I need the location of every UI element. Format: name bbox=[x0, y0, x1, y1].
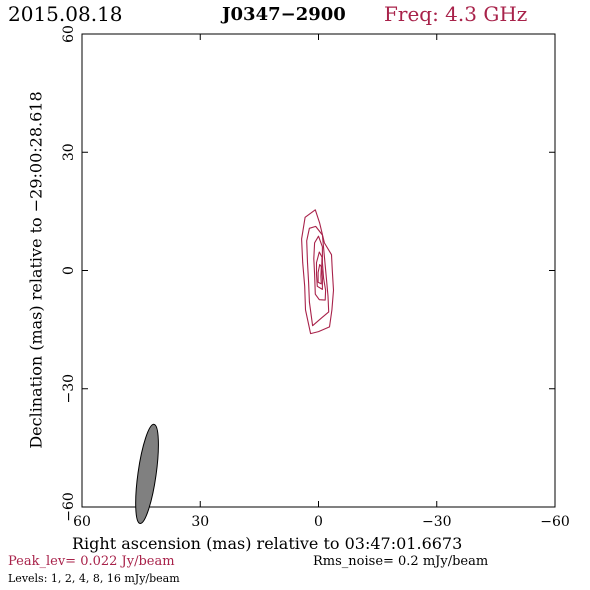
axis-tick-labels: 60 30 0 −30 −60 −60 −30 0 30 60 bbox=[61, 25, 570, 530]
contour-levels: Levels: 1, 2, 4, 8, 16 mJy/beam bbox=[8, 572, 180, 585]
y-tick-label: 30 bbox=[61, 143, 77, 161]
x-tick-label: 30 bbox=[191, 514, 209, 530]
source-name: J0347−2900 bbox=[222, 4, 346, 25]
x-tick-label: 60 bbox=[73, 514, 91, 530]
beam-ellipse bbox=[135, 423, 159, 524]
rms-noise: Rms_noise= 0.2 mJy/beam bbox=[313, 554, 489, 569]
restoring-beam bbox=[135, 423, 159, 524]
y-tick-label: 0 bbox=[61, 266, 77, 275]
x-tick-label: 0 bbox=[314, 514, 323, 530]
y-tick-label: 60 bbox=[61, 25, 77, 43]
contour-level-4 bbox=[315, 251, 323, 290]
x-tick-label: −60 bbox=[540, 514, 570, 530]
peak-level: Peak_lev= 0.022 Jy/beam bbox=[8, 554, 175, 569]
frequency-label: Freq: 4.3 GHz bbox=[384, 2, 528, 26]
contour-level-2 bbox=[306, 225, 330, 327]
x-tick-label: −30 bbox=[422, 514, 452, 530]
y-axis-label: Declination (mas) relative to −29:00:28.… bbox=[26, 91, 46, 449]
y-tick-label: −30 bbox=[61, 374, 77, 404]
y-tick-label: −60 bbox=[61, 492, 77, 522]
observation-date: 2015.08.18 bbox=[8, 2, 123, 26]
contour-level-3 bbox=[313, 235, 327, 301]
contour-level-5 bbox=[317, 264, 322, 285]
axis-ticks bbox=[81, 33, 556, 508]
contour-level-1 bbox=[301, 209, 335, 335]
contour-lines bbox=[301, 209, 335, 335]
x-axis-label: Right ascension (mas) relative to 03:47:… bbox=[72, 534, 463, 553]
